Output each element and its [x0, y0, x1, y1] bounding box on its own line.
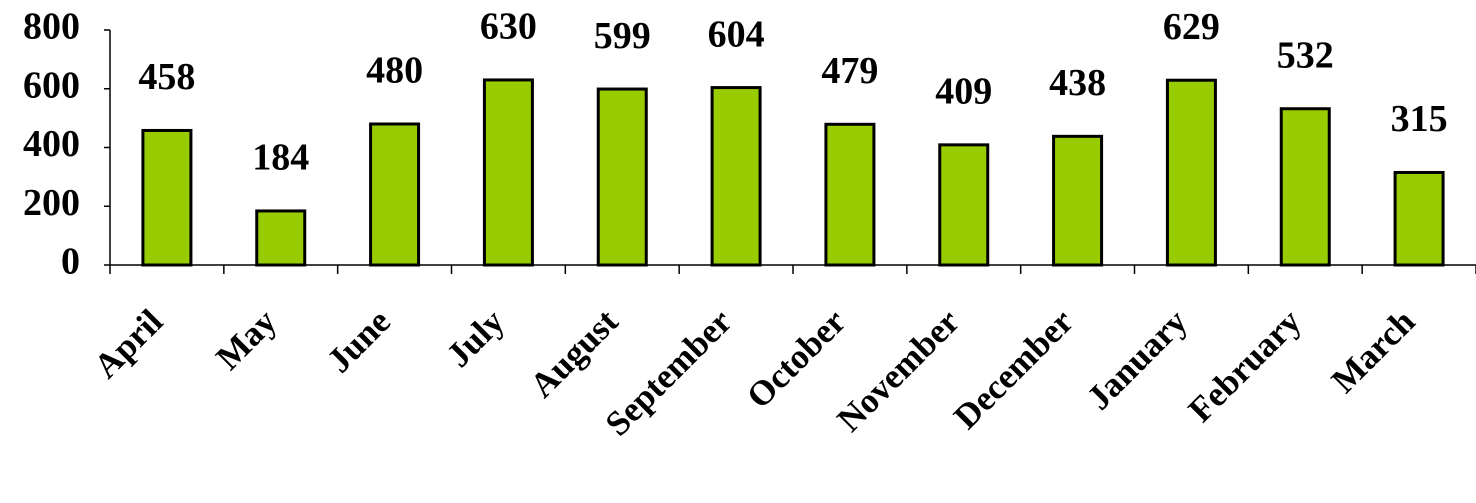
bar — [596, 87, 648, 267]
y-tick-label: 600 — [23, 64, 80, 106]
x-tick-label: October — [739, 302, 853, 416]
value-label: 599 — [594, 15, 651, 57]
bar — [1279, 107, 1331, 267]
x-tick-label: July — [439, 301, 512, 374]
value-label: 480 — [366, 50, 423, 92]
bar — [141, 128, 193, 267]
bar — [1165, 78, 1217, 267]
bar — [369, 122, 421, 267]
y-tick-label: 200 — [23, 182, 80, 224]
y-tick-label: 400 — [23, 123, 80, 165]
x-tick-label: November — [830, 302, 968, 440]
value-label: 458 — [138, 56, 195, 98]
value-label: 438 — [1049, 62, 1106, 104]
value-label: 604 — [708, 13, 765, 55]
x-tick-label: February — [1181, 301, 1309, 429]
bar — [482, 78, 534, 267]
value-label: 630 — [480, 6, 537, 48]
value-label: 629 — [1163, 6, 1220, 48]
x-tick-label: December — [946, 302, 1081, 437]
value-label: 315 — [1391, 98, 1448, 140]
value-label: 409 — [935, 71, 992, 113]
x-tick-label: March — [1324, 302, 1423, 401]
x-tick-label: August — [522, 302, 625, 405]
x-tick-label: May — [208, 301, 284, 377]
bar — [255, 209, 307, 267]
x-tick-label: January — [1079, 301, 1195, 417]
bar — [710, 86, 762, 267]
value-label: 532 — [1277, 34, 1334, 76]
value-label: 184 — [252, 137, 309, 179]
x-tick-label: April — [86, 302, 170, 386]
bar — [824, 122, 876, 267]
bar — [1052, 134, 1104, 267]
bar — [1393, 170, 1445, 267]
x-tick-label: June — [319, 302, 397, 380]
y-tick-label: 0 — [61, 241, 80, 283]
value-label: 479 — [821, 50, 878, 92]
y-tick-label: 800 — [23, 6, 80, 48]
bar — [938, 143, 990, 267]
